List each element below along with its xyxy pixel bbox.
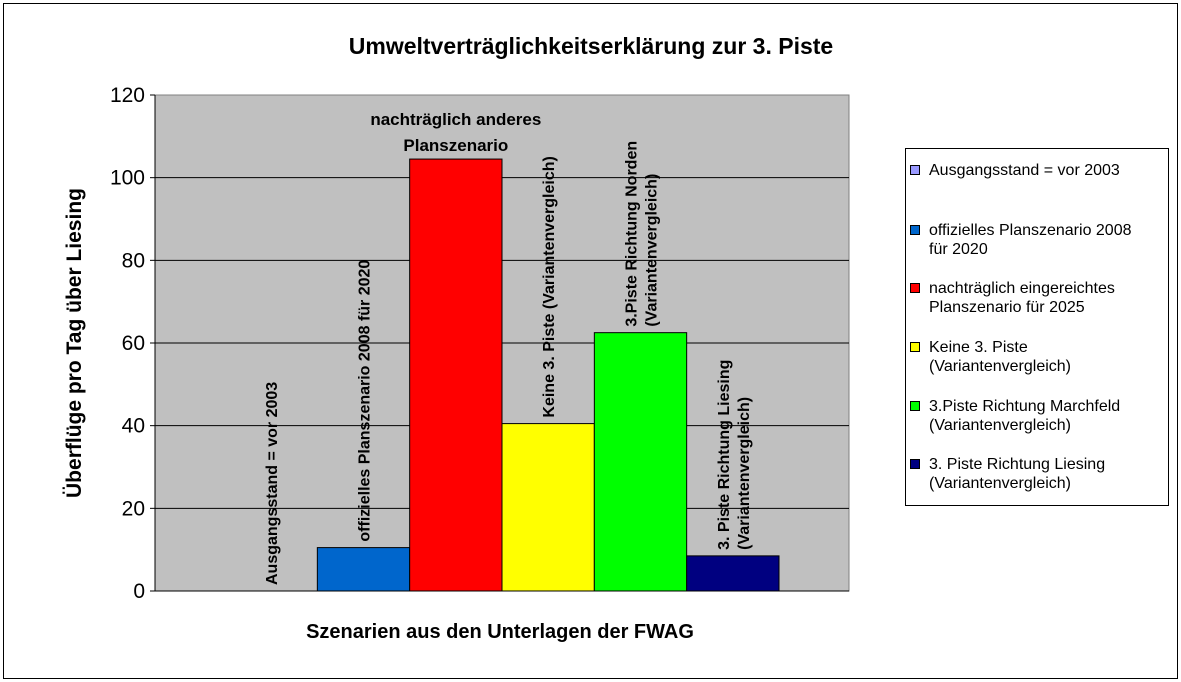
bar-data-label: (Variantenvergleich) xyxy=(644,174,661,327)
legend-label-line: (Variantenvergleich) xyxy=(929,475,1071,492)
legend-label: 3. Piste Richtung Liesing (Variantenvergl… xyxy=(929,455,1169,493)
bar xyxy=(409,158,503,592)
bar-data-label: nachträglich anderes xyxy=(370,110,541,129)
legend-label: 3.Piste Richtung Marchfeld (Variantenverg… xyxy=(929,397,1169,435)
bar-data-label: 3.Piste Richtung Norden xyxy=(624,141,641,327)
bar-data-label: Keine 3. Piste (Variantenvergleich) xyxy=(541,156,558,417)
legend-swatch xyxy=(910,401,920,411)
legend-label-line: für 2020 xyxy=(929,241,988,258)
legend-label-line: Ausgangsstand = vor 2003 xyxy=(929,162,1120,179)
y-axis-title: Überflüge pro Tag über Liesing xyxy=(63,188,86,498)
y-axis-ticks: 0 20 40 60 80 100 120 xyxy=(110,84,155,603)
bar xyxy=(316,547,411,592)
legend-swatch xyxy=(910,459,920,469)
chart-title: Umweltverträglichkeitserklärung zur 3. P… xyxy=(349,33,833,59)
legend-swatch xyxy=(910,165,920,175)
legend-label: Keine 3. Piste (Variantenvergleich) xyxy=(929,338,1169,376)
legend-label-line: 3. Piste Richtung Liesing xyxy=(929,456,1106,473)
legend-label-line: nachträglich eingereichtes xyxy=(929,280,1115,297)
chart-legend: Ausgangsstand = vor 2003 offizielles Plan… xyxy=(905,148,1169,506)
data-labels: Ausgangsstand = vor 2003 offizielles Plan… xyxy=(264,110,753,585)
y-tick-label: 80 xyxy=(122,249,145,272)
bar xyxy=(593,332,688,592)
legend-label-line: Planszenario für 2025 xyxy=(929,299,1085,316)
y-tick-label: 20 xyxy=(122,497,145,520)
x-axis-title: Szenarien aus den Unterlagen der FWAG xyxy=(306,621,694,643)
y-tick-label: 40 xyxy=(122,415,145,438)
bar xyxy=(501,423,595,592)
bar-data-label: offizielles Planszenario 2008 für 2020 xyxy=(357,260,374,542)
legend-swatch xyxy=(910,283,920,293)
y-tick-label: 100 xyxy=(110,167,145,190)
legend-label-line: Keine 3. Piste xyxy=(929,339,1028,356)
bar-data-label: 3. Piste Richtung Liesing xyxy=(716,360,733,550)
legend-label: Ausgangsstand = vor 2003 xyxy=(929,161,1169,180)
legend-label-line: (Variantenvergleich) xyxy=(929,358,1071,375)
legend-label: offizielles Planszenario 2008 für 2020 xyxy=(929,221,1169,259)
legend-label-line: 3.Piste Richtung Marchfeld xyxy=(929,398,1121,415)
y-tick-label: 0 xyxy=(133,580,145,603)
y-tick-label: 60 xyxy=(122,332,145,355)
y-tick-label: 120 xyxy=(110,84,145,107)
bars xyxy=(316,158,780,592)
legend-swatch xyxy=(910,342,920,352)
legend-label-line: offizielles Planszenario 2008 xyxy=(929,222,1132,239)
legend-label: nachträglich eingereichtes Planszenario f… xyxy=(929,279,1169,317)
bar-data-label: Planszenario xyxy=(403,136,508,155)
legend-label-line: (Variantenvergleich) xyxy=(929,417,1071,434)
bar-data-label: (Variantenvergleich) xyxy=(736,397,753,550)
bar xyxy=(686,555,780,592)
legend-swatch xyxy=(910,225,920,235)
bar-data-label: Ausgangsstand = vor 2003 xyxy=(264,382,281,585)
